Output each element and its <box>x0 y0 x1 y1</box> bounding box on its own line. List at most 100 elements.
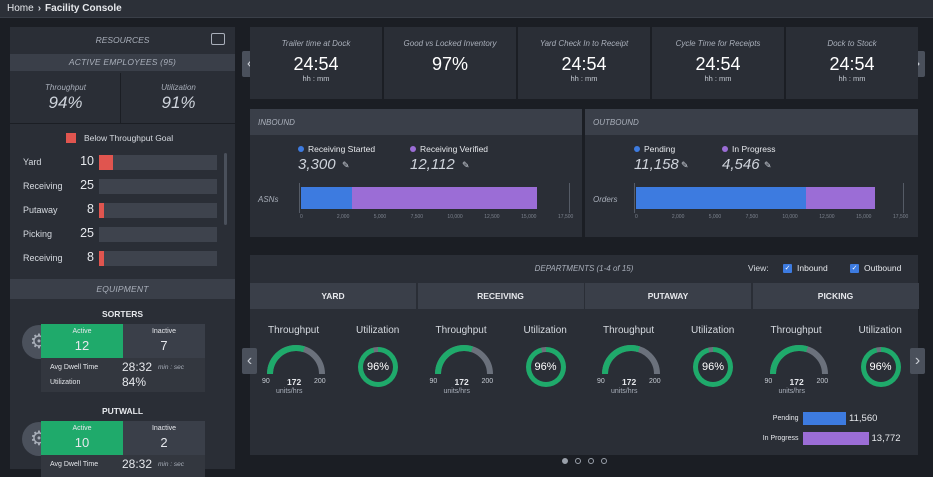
active-label: Active <box>72 328 92 335</box>
utilization-donut: 96% <box>860 347 901 387</box>
gauge-fill <box>434 345 473 375</box>
department-card-header: PICKING <box>752 283 919 309</box>
resource-row-label: Yard <box>23 157 42 167</box>
inbound-checkbox[interactable]: ✓ <box>783 264 792 273</box>
bar-segment-2 <box>351 187 538 209</box>
gauge-units: units/hrs <box>276 388 303 395</box>
pending-label: Pending <box>644 144 676 154</box>
axis-tick-label: 5,000 <box>708 214 722 220</box>
util-label: Utilization <box>50 379 81 386</box>
gauge-value: 172 <box>789 377 804 387</box>
axis-tick-label: 2,000 <box>671 214 685 220</box>
gauge-max: 200 <box>314 378 326 385</box>
gauge-units: units/hrs <box>443 388 470 395</box>
resource-row-label: Putaway <box>23 205 58 215</box>
inbound-panel: INBOUND Receiving Started 3,300 ✎ Receiv… <box>250 109 582 237</box>
edit-icon[interactable]: ✎ <box>681 160 689 170</box>
resource-row-bar <box>99 227 217 242</box>
departments-next-button[interactable]: › <box>910 348 925 374</box>
kpi-unit: hh : mm <box>570 74 598 83</box>
edit-icon[interactable]: ✎ <box>342 160 350 170</box>
department-card-header: RECEIVING <box>417 283 584 309</box>
page-dot-1[interactable] <box>562 458 568 464</box>
resource-row-value: 10 <box>80 154 94 168</box>
equipment-stats-box <box>41 455 205 477</box>
axis-tick-label: 12,500 <box>819 214 835 220</box>
active-employees-header: ACTIVE EMPLOYEES (95) <box>10 54 235 71</box>
equipment-group-title: SORTERS <box>101 309 144 319</box>
picking-bar <box>802 412 847 425</box>
resource-row-bar <box>99 203 217 218</box>
throughput-value: 94% <box>48 93 83 112</box>
utilization-donut: 96% <box>358 347 398 387</box>
resource-row-bar <box>99 155 217 170</box>
top-bar: Home › Facility Console <box>0 0 933 18</box>
gauge-units: units/hrs <box>611 388 638 395</box>
in-progress-label: In Progress <box>732 144 776 154</box>
kpi-title: Yard Check In to Receipt <box>539 39 629 48</box>
inactive-box <box>123 324 205 358</box>
receiving-started-value: 3,300 <box>298 156 336 173</box>
axis-tick-label: 2,000 <box>336 214 350 220</box>
kpi-card: Cycle Time for Receipts 24:54 hh : mm <box>652 27 784 99</box>
scrollbar[interactable] <box>224 153 227 225</box>
export-icon[interactable] <box>211 33 225 45</box>
util-value: 84% <box>122 375 147 389</box>
picking-bar <box>802 432 869 445</box>
kpi-card: Good vs Locked Inventory 97% <box>384 27 516 99</box>
utilization-value: 91% <box>161 93 196 112</box>
utilization-label: Utilization <box>356 325 400 336</box>
kpi-card: Trailer time at Dock 24:54 hh : mm <box>250 27 382 99</box>
equipment-stats-box <box>41 358 205 392</box>
in-progress-value: 4,546 <box>722 156 760 173</box>
kpi-value: 24:54 <box>695 54 741 74</box>
departments-prev-button[interactable]: ‹ <box>242 348 257 374</box>
gauge-min: 90 <box>764 378 773 385</box>
axis-tick-label: 7,500 <box>745 214 759 220</box>
kpi-value: 24:54 <box>293 54 339 74</box>
inactive-label: Inactive <box>151 328 177 335</box>
axis-tick-label: 0 <box>635 214 638 220</box>
utilization-label: Utilization <box>691 325 735 336</box>
page-dot-3[interactable] <box>588 458 594 464</box>
gauge-min: 90 <box>262 378 270 385</box>
outbound-checkbox[interactable]: ✓ <box>850 264 859 273</box>
utilization-stat: Utilization 91% <box>122 73 235 123</box>
active-count: 12 <box>74 338 90 353</box>
gauge-fill <box>769 345 808 375</box>
edit-icon[interactable]: ✎ <box>764 160 772 170</box>
outbound-bar <box>636 187 902 209</box>
resource-row-label: Receiving <box>23 181 63 191</box>
page-dot-2[interactable] <box>575 458 581 464</box>
resource-row-bar-fill <box>99 155 114 170</box>
edit-icon[interactable]: ✎ <box>462 160 470 170</box>
resource-row-bar-fill <box>99 251 104 266</box>
page-dot-4[interactable] <box>601 458 607 464</box>
legend-swatch <box>66 133 76 143</box>
throughput-label: Throughput <box>435 325 487 336</box>
gauge-fill <box>267 345 305 375</box>
picking-bar-label: In Progress <box>762 435 799 442</box>
resource-row-value: 8 <box>87 250 94 264</box>
resource-row-value: 25 <box>80 226 94 240</box>
picking-bar-value: 11,560 <box>849 413 878 424</box>
chevron-left-icon: ‹ <box>246 352 253 369</box>
kpi-title: Dock to Stock <box>827 39 877 48</box>
kpi-value: 24:54 <box>561 54 607 74</box>
picking-bar-label: Pending <box>772 415 799 422</box>
inactive-box <box>123 421 205 455</box>
breadcrumb-home[interactable]: Home <box>7 3 34 14</box>
kpi-title: Good vs Locked Inventory <box>403 39 497 48</box>
department-card-header: PUTAWAY <box>585 283 751 309</box>
gauge-fill <box>602 345 640 375</box>
kpi-unit: hh : mm <box>704 74 732 83</box>
receiving-started-dot <box>298 146 304 152</box>
axis-tick-label: 17,500 <box>893 214 909 220</box>
inbound-title: INBOUND <box>258 118 295 127</box>
departments-title: DEPARTMENTS (1-4 of 15) <box>534 264 634 273</box>
axis-tick-label: 7,500 <box>410 214 424 220</box>
chevron-right-icon: › <box>914 352 921 369</box>
resource-row-bar <box>99 251 217 266</box>
inactive-label: Inactive <box>151 425 177 432</box>
receiving-verified-value: 12,112 <box>410 156 455 173</box>
